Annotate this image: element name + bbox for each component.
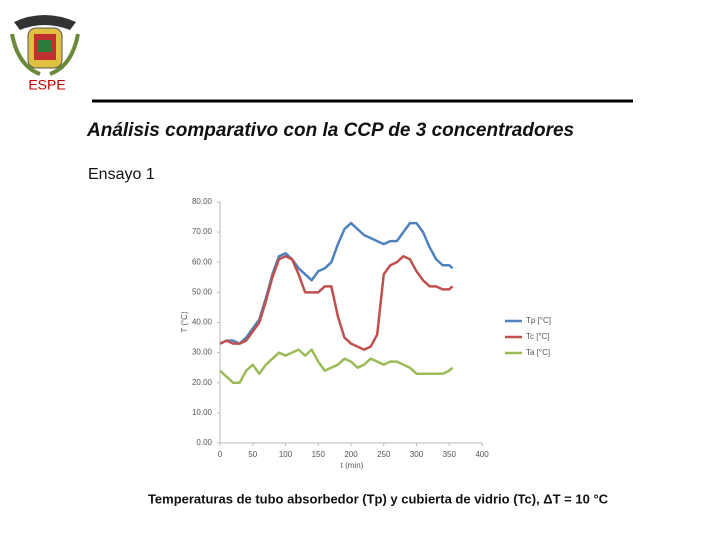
y-tick-label: 80.00 — [192, 197, 213, 206]
y-axis-label: T (°C) — [180, 311, 189, 333]
legend-label: Ta [°C] — [526, 348, 550, 357]
title: Análisis comparativo con la CCP de 3 con… — [86, 120, 574, 141]
x-tick-label: 0 — [218, 450, 223, 459]
x-tick-label: 250 — [377, 450, 391, 459]
logo — [10, 15, 80, 76]
x-tick-label: 300 — [410, 450, 424, 459]
x-tick-label: 350 — [443, 450, 457, 459]
x-axis-label: t (min) — [341, 461, 364, 470]
x-tick-label: 200 — [344, 450, 358, 459]
y-tick-label: 40.00 — [192, 318, 213, 327]
x-tick-label: 150 — [312, 450, 326, 459]
x-tick-label: 100 — [279, 450, 293, 459]
x-tick-label: 50 — [248, 450, 257, 459]
legend-label: Tp [°C] — [526, 316, 551, 325]
y-tick-label: 50.00 — [192, 287, 213, 296]
y-tick-label: 0.00 — [196, 438, 212, 447]
series-line — [219, 254, 454, 351]
x-tick-label: 400 — [475, 450, 489, 459]
y-tick-label: 30.00 — [192, 348, 213, 357]
subtitle: Ensayo 1 — [88, 166, 155, 183]
y-tick-label: 10.00 — [192, 408, 213, 417]
series-line — [219, 221, 454, 345]
logo-text: ESPE — [28, 77, 65, 93]
legend-label: Tc [°C] — [526, 332, 550, 341]
y-tick-label: 20.00 — [192, 378, 213, 387]
caption: Temperaturas de tubo absorbedor (Tp) y c… — [148, 491, 609, 506]
y-tick-label: 70.00 — [192, 227, 213, 236]
series-line — [219, 348, 454, 384]
y-tick-label: 60.00 — [192, 257, 213, 266]
